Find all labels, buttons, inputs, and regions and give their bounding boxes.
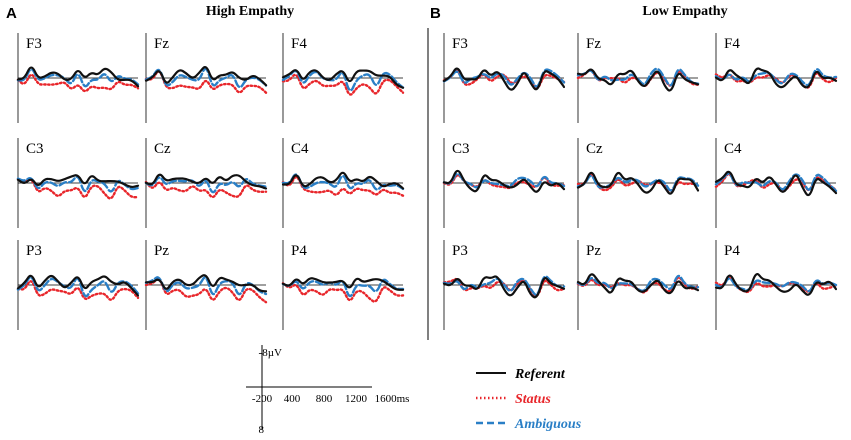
electrode-label: P4: [724, 243, 740, 259]
series-line-ambiguous: [576, 174, 700, 192]
erp-plot-high-p3: P3: [16, 240, 140, 330]
series-line-ambiguous: [714, 172, 838, 193]
series-line-referent: [16, 174, 140, 189]
panel-label-a: A: [6, 5, 17, 22]
series-line-status: [16, 280, 140, 301]
scale-x-tick-label: -200: [252, 393, 273, 405]
erp-plot-low-cz: Cz: [576, 138, 700, 228]
erp-plot-low-c3: C3: [442, 138, 566, 228]
series-line-referent: [714, 67, 838, 89]
erp-plot-high-f3: F3: [16, 33, 140, 123]
electrode-label: Cz: [154, 141, 171, 157]
series-line-ambiguous: [442, 275, 566, 296]
series-line-status: [16, 73, 140, 93]
scale-bar: -8µV 8 -200 400 800 1200 1600ms: [246, 345, 409, 436]
erp-plot-low-f3: F3: [442, 33, 566, 123]
series-line-referent: [144, 66, 268, 87]
series-line-referent: [442, 275, 566, 299]
series-line-ambiguous: [714, 68, 838, 87]
series-line-ambiguous: [442, 68, 566, 88]
erp-plot-low-fz: Fz: [576, 33, 700, 123]
electrode-label: C4: [291, 141, 309, 157]
series-line-referent: [144, 274, 268, 293]
scale-y-top-label: -8µV: [259, 347, 283, 359]
legend: Referent Status Ambiguous: [476, 367, 582, 432]
erp-plot-high-cz: Cz: [144, 138, 268, 228]
electrode-label: Fz: [586, 36, 601, 52]
series-line-status: [144, 180, 268, 199]
panel-label-b: B: [430, 5, 441, 22]
series-line-referent: [281, 171, 405, 190]
electrode-label: Cz: [586, 141, 603, 157]
series-line-referent: [281, 277, 405, 291]
panel-title-high-empathy: High Empathy: [206, 4, 294, 19]
erp-plot-high-f4: F4: [281, 33, 405, 123]
erp-plot-high-p4: P4: [281, 240, 405, 330]
series-line-referent: [442, 169, 566, 193]
erp-plot-low-c4: C4: [714, 138, 838, 228]
plot-grid: F3 Fz F4 C3 Cz C4 P3 Pz P4 F3 Fz F4 C3 Cz C4 P3 Pz P4: [16, 33, 838, 330]
electrode-label: F3: [452, 36, 468, 52]
electrode-label: Pz: [586, 243, 601, 259]
series-line-referent: [16, 274, 140, 297]
electrode-label: C4: [724, 141, 742, 157]
series-line-referent: [714, 273, 838, 296]
series-line-ambiguous: [714, 277, 838, 293]
electrode-label: P3: [26, 243, 42, 259]
erp-plot-high-c3: C3: [16, 138, 140, 228]
scale-x-tick-label: 1200: [345, 393, 368, 405]
erp-plot-low-f4: F4: [714, 33, 838, 123]
series-line-referent: [281, 69, 405, 89]
series-line-referent: [442, 67, 566, 91]
scale-x-tick-label: 400: [284, 393, 301, 405]
series-line-status: [281, 282, 405, 303]
scale-x-tick-label: 800: [316, 393, 333, 405]
series-line-ambiguous: [144, 176, 268, 194]
series-line-status: [281, 73, 405, 96]
electrode-label: P3: [452, 243, 468, 259]
scale-y-bottom-label: 8: [259, 424, 265, 436]
electrode-label: P4: [291, 243, 307, 259]
legend-ambiguous-label: Ambiguous: [514, 417, 582, 432]
series-line-ambiguous: [16, 276, 140, 298]
legend-referent-label: Referent: [514, 367, 566, 382]
series-line-referent: [16, 66, 140, 88]
erp-plot-low-p3: P3: [442, 240, 566, 330]
electrode-label: C3: [26, 141, 44, 157]
electrode-label: Pz: [154, 243, 169, 259]
electrode-label: F3: [26, 36, 42, 52]
series-line-referent: [576, 273, 700, 295]
electrode-label: C3: [452, 141, 470, 157]
legend-status-label: Status: [515, 392, 551, 407]
electrode-label: F4: [724, 36, 740, 52]
erp-plot-high-c4: C4: [281, 138, 405, 228]
erp-plot-low-p4: P4: [714, 240, 838, 330]
scale-x-tick-label: 1600ms: [375, 393, 410, 405]
erp-plot-high-fz: Fz: [144, 33, 268, 123]
erp-plot-low-pz: Pz: [576, 240, 700, 330]
series-line-referent: [144, 173, 268, 190]
electrode-label: Fz: [154, 36, 169, 52]
panel-title-low-empathy: Low Empathy: [642, 4, 727, 19]
erp-plot-high-pz: Pz: [144, 240, 268, 330]
electrode-label: F4: [291, 36, 307, 52]
series-line-referent: [714, 170, 838, 197]
series-line-referent: [576, 68, 700, 92]
series-line-referent: [576, 171, 700, 195]
